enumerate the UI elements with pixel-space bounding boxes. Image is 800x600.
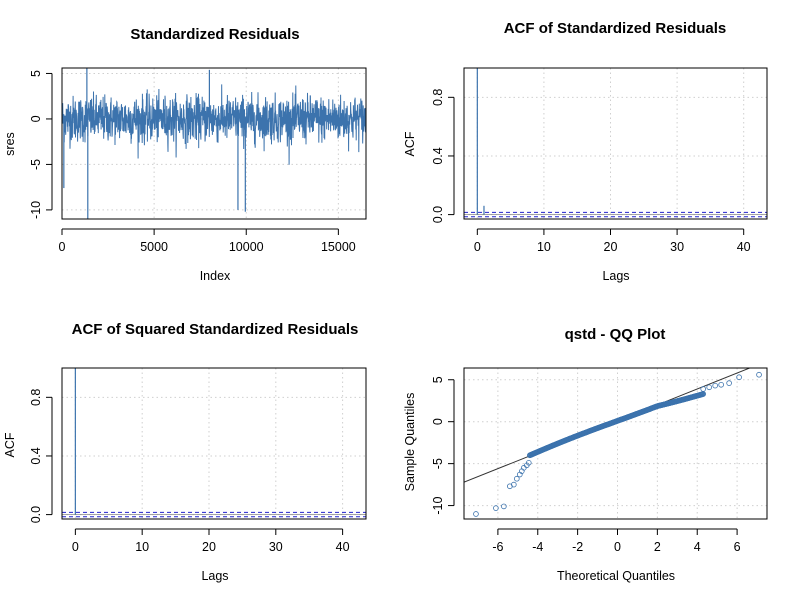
x-tick-label: 2 [654, 540, 661, 554]
x-tick-label: 6 [734, 540, 741, 554]
y-tick-label: 0.0 [29, 506, 43, 523]
qq-points [464, 368, 762, 517]
acf-squared-residuals-panel: ACF of Squared Standardized Residuals La… [3, 321, 367, 583]
acf-bars [464, 68, 767, 218]
x-tick-label: -4 [532, 540, 543, 554]
x-tick-label: 0 [474, 240, 481, 254]
x-tick-label: 0 [59, 240, 66, 254]
qq-plot-panel: qstd - QQ Plot Theoretical Quantiles Sam… [403, 326, 768, 583]
y-axis-label: Sample Quantiles [403, 393, 417, 492]
x-axis-label: Theoretical Quantiles [557, 569, 675, 583]
y-axis-label: ACF [403, 131, 417, 156]
qq-tail-point [700, 386, 707, 392]
x-axis-label: Index [200, 269, 231, 283]
qq-tail-point [756, 371, 762, 378]
y-tick-label: 0 [431, 418, 445, 425]
qq-tail-point [514, 475, 520, 482]
y-tick-label: 0.0 [431, 206, 445, 223]
x-tick-label: 15000 [321, 240, 356, 254]
qq-tail-point [736, 374, 742, 381]
axes: 0 5000 10000 15000 -10 -5 0 5 [29, 70, 356, 254]
x-tick-label: 4 [694, 540, 701, 554]
x-axis-label: Lags [201, 569, 228, 583]
y-tick-label: 5 [431, 376, 445, 383]
x-tick-label: 40 [737, 240, 751, 254]
acf-bars [62, 368, 366, 518]
axes: 0 10 20 30 40 0.0 0.4 0.8 [29, 389, 350, 554]
qq-tail-point [525, 459, 532, 466]
y-tick-label: -10 [29, 201, 43, 219]
qq-tail-point [473, 511, 479, 517]
qq-tail-point [712, 382, 718, 389]
x-tick-label: 10 [537, 240, 551, 254]
x-tick-label: 10000 [229, 240, 264, 254]
residual-series-line [61, 84, 367, 165]
y-tick-label: -5 [431, 458, 445, 469]
acf-standardized-residuals-panel: ACF of Standardized Residuals Lags ACF 0… [403, 20, 768, 283]
axes: -6 -4 -2 0 2 4 6 -10 -5 0 5 [431, 376, 741, 554]
grid-lines [464, 368, 767, 519]
plot-frame [463, 67, 768, 220]
x-tick-label: -6 [492, 540, 503, 554]
axes: 0 10 20 30 40 0.0 0.4 0.8 [431, 89, 751, 254]
x-tick-label: 0 [72, 540, 79, 554]
x-tick-label: 5000 [140, 240, 168, 254]
standardized-residuals-panel: Standardized Residuals Index sres 0 5000 1… [3, 26, 367, 283]
y-tick-label: 0.4 [29, 447, 43, 464]
plot-frame [61, 67, 367, 220]
qq-tail-point [511, 481, 517, 488]
chart-title: ACF of Standardized Residuals [504, 20, 727, 37]
plot-frame [61, 367, 367, 520]
plot-frame [463, 367, 768, 520]
qq-tail-point [706, 384, 712, 391]
x-tick-label: 20 [202, 540, 216, 554]
y-tick-label: 0.8 [431, 89, 445, 106]
y-tick-label: -5 [29, 159, 43, 170]
chart-title: Standardized Residuals [130, 26, 299, 43]
chart-title: ACF of Squared Standardized Residuals [72, 321, 359, 338]
x-tick-label: 30 [670, 240, 684, 254]
y-tick-label: 0.4 [431, 147, 445, 164]
qq-tail-point [501, 503, 507, 510]
y-tick-label: 0.8 [29, 389, 43, 406]
x-axis-label: Lags [602, 269, 629, 283]
grid-lines [61, 68, 366, 219]
x-tick-label: 0 [614, 540, 621, 554]
y-tick-label: -10 [431, 497, 445, 515]
x-tick-label: 30 [269, 540, 283, 554]
y-axis-label: sres [3, 132, 17, 156]
x-tick-label: 20 [604, 240, 618, 254]
x-tick-label: -2 [572, 540, 583, 554]
series-marks [61, 68, 367, 219]
x-tick-label: 40 [336, 540, 350, 554]
y-axis-label: ACF [3, 432, 17, 457]
grid-lines [464, 68, 767, 219]
qq-tail-point [726, 380, 732, 386]
qq-tail-point [718, 381, 724, 388]
y-tick-label: 0 [29, 115, 43, 122]
chart-title: qstd - QQ Plot [565, 326, 666, 343]
grid-lines [62, 368, 366, 519]
x-tick-label: 10 [135, 540, 149, 554]
qq-tail-point [493, 505, 499, 511]
y-tick-label: 5 [29, 70, 43, 77]
